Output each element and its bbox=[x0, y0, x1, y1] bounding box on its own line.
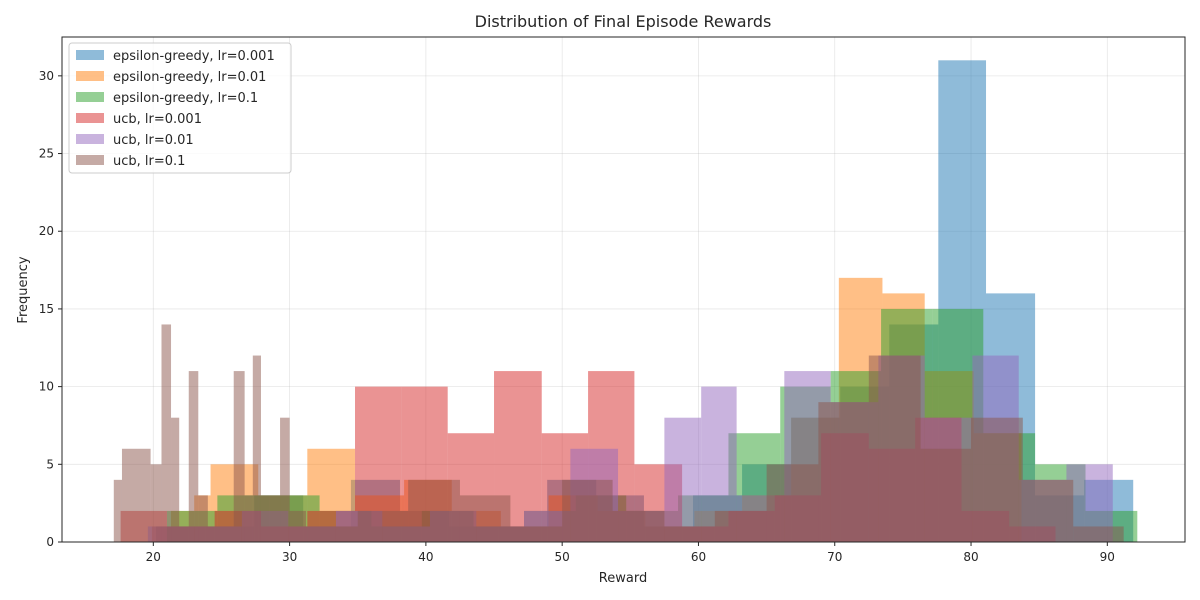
y-axis: 0 5 10 15 20 25 30 bbox=[39, 69, 62, 549]
histogram-bar bbox=[714, 510, 767, 542]
histogram-bar bbox=[971, 417, 1023, 542]
plot-frame bbox=[61, 36, 1186, 543]
histogram-bar bbox=[818, 402, 869, 542]
series-5 bbox=[113, 324, 1124, 542]
histogram-bar bbox=[150, 464, 162, 542]
y-tick-label: 30 bbox=[39, 69, 54, 83]
y-tick-label: 10 bbox=[39, 380, 54, 394]
histogram-bar bbox=[510, 526, 563, 542]
x-axis-label: Reward bbox=[599, 571, 647, 586]
x-tick-label: 70 bbox=[827, 550, 842, 564]
legend-swatch bbox=[76, 71, 104, 81]
histogram-bar bbox=[260, 495, 281, 542]
histogram-bar bbox=[179, 526, 189, 542]
histogram-bar bbox=[121, 448, 151, 542]
y-tick-label: 20 bbox=[39, 224, 54, 238]
histogram-bar bbox=[357, 510, 409, 542]
histogram-bar bbox=[664, 526, 715, 542]
x-tick-label: 80 bbox=[963, 550, 978, 564]
x-axis: 20 30 40 50 60 70 80 90 bbox=[146, 542, 1115, 564]
legend-label: epsilon-greedy, lr=0.01 bbox=[113, 70, 266, 85]
legend: epsilon-greedy, lr=0.001 epsilon-greedy, … bbox=[68, 42, 292, 174]
histogram-bar bbox=[207, 526, 234, 542]
legend-label: epsilon-greedy, lr=0.001 bbox=[113, 49, 275, 64]
legend-swatch bbox=[76, 134, 104, 144]
x-tick-label: 60 bbox=[691, 550, 706, 564]
legend-swatch bbox=[76, 155, 104, 165]
chart-title: Distribution of Final Episode Rewards bbox=[475, 12, 772, 31]
y-tick-label: 5 bbox=[46, 457, 54, 471]
x-tick-label: 90 bbox=[1100, 550, 1115, 564]
histogram-bar bbox=[252, 355, 261, 542]
x-tick-label: 50 bbox=[555, 550, 570, 564]
histogram-bar bbox=[198, 495, 208, 542]
legend-label: ucb, lr=0.1 bbox=[113, 154, 185, 169]
legend-swatch bbox=[76, 113, 104, 123]
histogram-bar bbox=[188, 371, 199, 542]
histogram-bar bbox=[868, 355, 921, 542]
legend-label: ucb, lr=0.001 bbox=[113, 112, 202, 127]
x-tick-label: 30 bbox=[282, 550, 297, 564]
histogram-bar bbox=[408, 479, 460, 542]
histogram-bar bbox=[280, 417, 290, 542]
legend-label: epsilon-greedy, lr=0.1 bbox=[113, 91, 258, 106]
y-tick-label: 25 bbox=[39, 147, 54, 161]
histogram-bar bbox=[161, 324, 172, 542]
legend-swatch bbox=[76, 92, 104, 102]
histogram-bar bbox=[1022, 479, 1074, 542]
histogram-bar bbox=[612, 510, 665, 542]
histogram-bar bbox=[233, 371, 245, 542]
histogram-bar bbox=[171, 417, 180, 542]
x-tick-label: 40 bbox=[418, 550, 433, 564]
legend-label: ucb, lr=0.01 bbox=[113, 133, 194, 148]
x-tick-label: 20 bbox=[146, 550, 161, 564]
legend-swatch bbox=[76, 50, 104, 60]
histogram-bar bbox=[305, 526, 358, 542]
histogram-bar bbox=[113, 479, 122, 542]
histogram-bar bbox=[766, 464, 819, 542]
legend-frame bbox=[68, 42, 292, 174]
histogram-bar bbox=[920, 448, 972, 542]
histogram-bar bbox=[289, 510, 306, 542]
histogram-bar bbox=[459, 495, 511, 542]
y-tick-label: 0 bbox=[46, 535, 54, 549]
histogram-bar bbox=[244, 495, 253, 542]
histogram-bars bbox=[113, 60, 1138, 543]
y-tick-label: 15 bbox=[39, 302, 54, 316]
histogram-bar bbox=[664, 417, 702, 542]
histogram-bar bbox=[1073, 526, 1124, 542]
y-axis-label: Frequency bbox=[16, 256, 31, 323]
histogram-bar bbox=[562, 479, 613, 542]
